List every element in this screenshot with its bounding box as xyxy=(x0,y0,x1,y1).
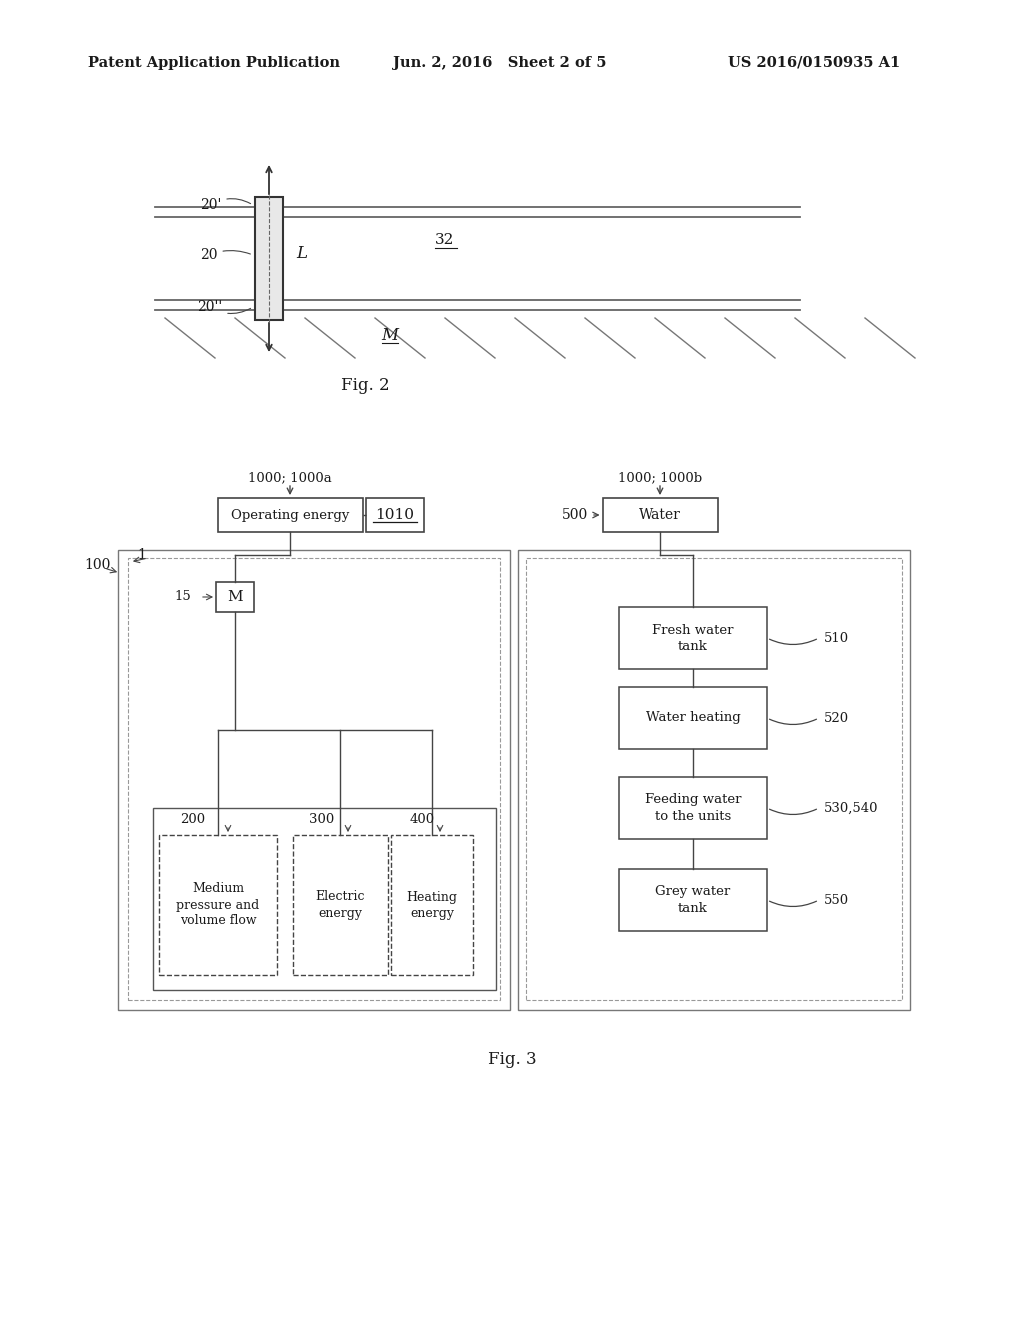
Bar xyxy=(128,558,500,1001)
Bar xyxy=(518,550,910,1010)
Text: Grey water
tank: Grey water tank xyxy=(655,886,731,915)
Text: 500: 500 xyxy=(562,508,588,521)
Text: 400: 400 xyxy=(410,813,434,826)
Text: Patent Application Publication: Patent Application Publication xyxy=(88,55,340,70)
Bar xyxy=(293,836,387,975)
Bar xyxy=(526,558,902,1001)
Text: Fig. 2: Fig. 2 xyxy=(341,376,389,393)
Text: 200: 200 xyxy=(180,813,206,826)
Text: 300: 300 xyxy=(309,813,335,826)
Bar xyxy=(255,197,283,319)
Bar xyxy=(217,498,362,532)
Text: Operating energy: Operating energy xyxy=(230,508,349,521)
Text: 1: 1 xyxy=(137,548,146,562)
Text: Fresh water
tank: Fresh water tank xyxy=(652,623,734,652)
Text: 520: 520 xyxy=(824,711,849,725)
Text: 510: 510 xyxy=(824,631,849,644)
Bar xyxy=(618,869,767,931)
Text: M: M xyxy=(382,326,398,343)
Text: US 2016/0150935 A1: US 2016/0150935 A1 xyxy=(728,55,900,70)
Text: M: M xyxy=(227,590,243,605)
Bar xyxy=(366,498,424,532)
Text: 1010: 1010 xyxy=(376,508,415,521)
Bar xyxy=(618,686,767,748)
Bar xyxy=(216,582,254,612)
Text: 1000; 1000b: 1000; 1000b xyxy=(617,471,702,484)
Bar xyxy=(153,808,496,990)
Text: 15: 15 xyxy=(175,590,191,603)
Text: Electric
energy: Electric energy xyxy=(315,891,365,920)
Text: 1000; 1000a: 1000; 1000a xyxy=(248,471,332,484)
Bar xyxy=(618,607,767,669)
Text: 32: 32 xyxy=(435,234,455,247)
Text: L: L xyxy=(297,244,307,261)
Text: Water: Water xyxy=(639,508,681,521)
Text: Feeding water
to the units: Feeding water to the units xyxy=(645,793,741,822)
Text: 530,540: 530,540 xyxy=(824,801,879,814)
Text: Water heating: Water heating xyxy=(645,711,740,725)
Text: Fig. 3: Fig. 3 xyxy=(487,1052,537,1068)
Bar xyxy=(391,836,473,975)
Text: Medium
pressure and
volume flow: Medium pressure and volume flow xyxy=(176,883,260,928)
Text: 20: 20 xyxy=(200,248,251,261)
Text: 100: 100 xyxy=(84,558,111,572)
Text: Heating
energy: Heating energy xyxy=(407,891,458,920)
Text: 20'': 20'' xyxy=(197,300,251,314)
Bar xyxy=(159,836,278,975)
Text: Jun. 2, 2016   Sheet 2 of 5: Jun. 2, 2016 Sheet 2 of 5 xyxy=(393,55,606,70)
Text: 20': 20' xyxy=(200,198,251,213)
Text: 550: 550 xyxy=(824,894,849,907)
Bar xyxy=(118,550,510,1010)
Bar xyxy=(602,498,718,532)
Bar xyxy=(618,777,767,840)
